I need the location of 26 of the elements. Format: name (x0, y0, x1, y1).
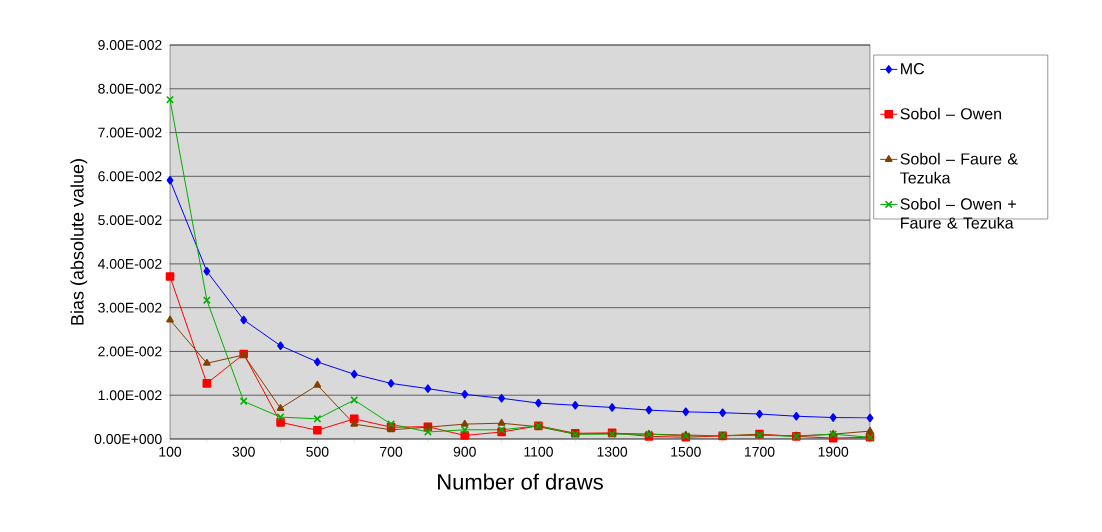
legend-label: Sobol – Owen (900, 107, 1001, 120)
legend-label: Sobol – Faure & Tezuka (900, 152, 1018, 184)
x-tick-label: 1300 (597, 446, 628, 457)
x-tick-label: 1700 (744, 446, 775, 457)
legend-label: MC (901, 63, 925, 75)
y-tick-label: 1.00E-002 (98, 390, 162, 401)
y-tick-label: 3.00E-002 (98, 302, 162, 313)
x-tick-label: 700 (380, 446, 403, 457)
y-tick-label: 5.00E-002 (98, 215, 162, 226)
y-axis-title: Bias (absolute value) (70, 159, 88, 325)
y-tick-label: 7.00E-002 (98, 127, 162, 138)
legend-label: Sobol – Owen + Faure & Tezuka (900, 197, 1016, 229)
x-tick-label: 500 (306, 446, 329, 457)
x-tick-label: 300 (232, 446, 255, 457)
y-tick-label: 2.00E-002 (98, 346, 162, 357)
y-tick-label: 6.00E-002 (98, 171, 162, 182)
x-axis-title: Number of draws (438, 473, 603, 490)
y-tick-label: 9.00E-002 (98, 40, 162, 50)
x-tick-label: 100 (159, 446, 182, 457)
y-tick-label: 4.00E-002 (97, 258, 162, 269)
x-tick-label: 1900 (818, 446, 849, 457)
x-tick-label: 1500 (671, 446, 701, 457)
y-tick-label: 0.00E+000 (94, 434, 162, 444)
x-tick-label: 1100 (524, 446, 553, 457)
y-tick-label: 8.00E-002 (98, 83, 162, 94)
x-tick-label: 900 (453, 446, 476, 457)
